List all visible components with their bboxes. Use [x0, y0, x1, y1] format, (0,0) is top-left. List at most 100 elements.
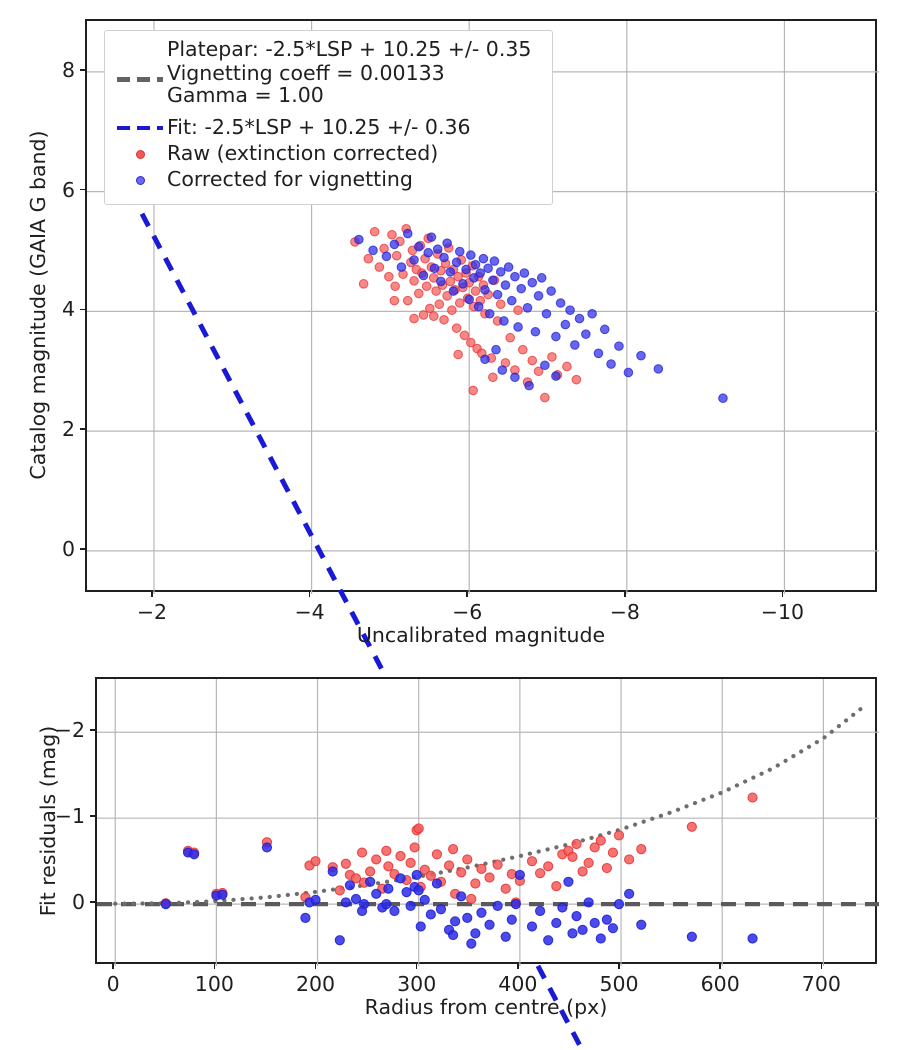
scatter-point [563, 876, 574, 887]
fit-residuals-canvas [97, 679, 879, 966]
scatter-point [541, 308, 552, 319]
scatter-point [217, 889, 228, 900]
scatter-point [387, 229, 397, 240]
scatter-point [418, 270, 429, 281]
scatter-point [464, 294, 475, 305]
fit-residuals-ylabel: Fit residuals (mag) [36, 725, 60, 917]
scatter-point [488, 372, 498, 383]
scatter-point [431, 849, 443, 860]
scatter-point [409, 276, 419, 286]
scatter-point [562, 361, 572, 372]
scatter-point [350, 873, 362, 884]
scatter-point [583, 857, 594, 868]
scatter-point [686, 821, 697, 832]
scatter-point [606, 359, 616, 369]
scatter-point [454, 246, 465, 257]
scatter-point [527, 355, 538, 366]
legend-entry-corrected: Corrected for vignetting [113, 167, 542, 193]
scatter-point [636, 350, 646, 361]
scatter-point [510, 271, 520, 282]
scatter-point [334, 935, 345, 946]
scatter-point [396, 262, 407, 272]
scatter-point [381, 251, 392, 262]
scatter-point [589, 917, 600, 929]
scatter-point [395, 873, 406, 884]
scatter-point [425, 909, 436, 920]
scatter-point [589, 842, 600, 853]
scatter-point [462, 854, 473, 865]
scatter-point [381, 899, 392, 910]
scatter-point [447, 844, 459, 855]
scatter-point [530, 326, 541, 337]
x-tick-mark [618, 964, 620, 969]
scatter-point [484, 872, 495, 883]
legend-label-vignetting-coeff: Vignetting coeff = 0.00133 [167, 61, 445, 85]
scatter-point [429, 263, 440, 274]
scatter-point [442, 291, 452, 301]
scatter-point [540, 392, 550, 403]
scatter-point [534, 868, 546, 879]
scatter-point [505, 332, 515, 343]
scatter-point [526, 856, 538, 867]
scatter-point [601, 914, 612, 925]
scatter-point [189, 849, 200, 860]
scatter-point [574, 313, 585, 324]
scatter-point [432, 244, 443, 254]
scatter-point [369, 226, 380, 237]
scatter-point [473, 301, 484, 312]
scatter-point [456, 891, 467, 902]
x-tick-label: 200 [295, 972, 336, 996]
scatter-point [524, 380, 534, 391]
scatter-point [409, 842, 420, 853]
scatter-point [506, 295, 517, 306]
x-tick-label: 500 [599, 972, 639, 996]
scatter-point [402, 295, 413, 306]
x-tick-mark [624, 592, 626, 597]
x-tick-mark [314, 964, 317, 969]
scatter-point [551, 880, 562, 892]
scatter-point [160, 899, 171, 910]
scatter-point [461, 264, 471, 275]
fit-residuals-plot [95, 677, 879, 966]
scatter-point [453, 349, 463, 360]
scatter-point [510, 372, 520, 383]
scatter-point [413, 823, 424, 834]
scatter-point [389, 239, 400, 250]
blue-dot-swatch [135, 175, 145, 185]
legend-key-grey-dashed-line [113, 63, 167, 82]
photometric-fit-xlabel: Uncalibrated magnitude [356, 623, 606, 647]
scatter-point [526, 921, 538, 932]
scatter-point [415, 921, 426, 932]
scatter-point [557, 902, 568, 913]
photometric-fit-ylabel: Catalog magnitude (GAIA G band) [26, 130, 50, 480]
scatter-point [480, 285, 490, 295]
scatter-point [409, 255, 419, 265]
scatter-point [458, 279, 468, 289]
y-tick-label: −1 [54, 804, 85, 829]
x-tick-label: 700 [801, 972, 841, 996]
scatter-point [491, 344, 501, 355]
scatter-point [363, 253, 374, 264]
scatter-point [470, 928, 481, 939]
legend-label-fit: Fit: -2.5*LSP + 10.25 +/- 0.36 [167, 115, 471, 140]
scatter-point [358, 279, 369, 289]
scatter-point [476, 863, 487, 875]
scatter-point [423, 247, 434, 258]
scatter-point [340, 858, 351, 869]
scatter-point [465, 250, 476, 260]
blue-dashed-line-swatch [117, 125, 163, 131]
scatter-point [418, 310, 429, 320]
legend-label-corrected: Corrected for vignetting [167, 167, 413, 192]
scatter-point [445, 276, 456, 287]
scatter-point [593, 348, 604, 359]
scatter-point [551, 917, 562, 929]
y-tick-label: −2 [54, 718, 85, 743]
scatter-point [581, 329, 591, 339]
scatter-point [484, 919, 495, 930]
y-tick-mark [90, 901, 95, 903]
scatter-point [747, 933, 758, 944]
scatter-point [536, 273, 547, 283]
x-tick-mark [517, 964, 519, 969]
scatter-point [435, 904, 447, 915]
scatter-point [533, 291, 544, 301]
